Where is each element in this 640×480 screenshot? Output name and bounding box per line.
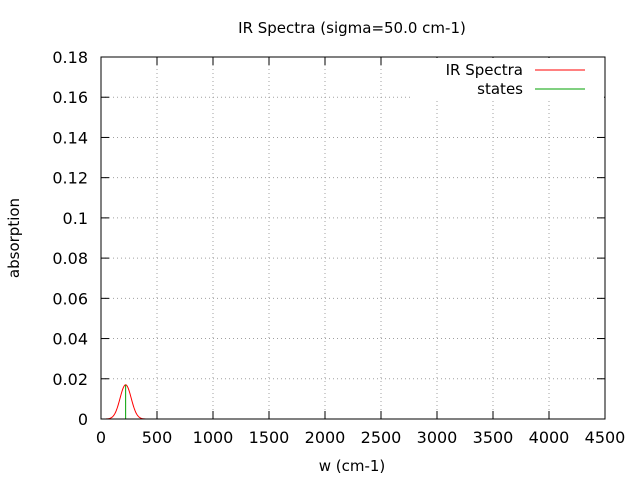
y-tick-label: 0.04: [52, 330, 88, 349]
x-tick-label: 3000: [417, 428, 458, 447]
axis-ticks: 0 500 1000 1500 2000 2500 3000 3500 4000 4500 0 0.0…: [52, 48, 625, 447]
y-tick-label: 0.16: [52, 88, 88, 107]
y-tick-label: 0: [78, 410, 88, 429]
legend-label-ir-spectra: IR Spectra: [446, 61, 523, 79]
y-tick-label: 0.06: [52, 289, 88, 308]
x-tick-label: 4500: [585, 428, 626, 447]
chart-title: IR Spectra (sigma=50.0 cm-1): [238, 19, 466, 37]
y-tick-label: 0.02: [52, 370, 88, 389]
y-tick-label: 0.12: [52, 169, 88, 188]
x-tick-label: 3500: [473, 428, 514, 447]
x-tick-label: 500: [142, 428, 173, 447]
x-tick-label: 1000: [193, 428, 234, 447]
plot-border: [100, 56, 606, 420]
x-tick-label: 4000: [529, 428, 570, 447]
y-tick-label: 0.18: [52, 48, 88, 67]
x-tick-label: 1500: [249, 428, 290, 447]
legend-label-states: states: [477, 80, 523, 98]
x-tick-label: 2500: [361, 428, 402, 447]
x-tick-label: 2000: [305, 428, 346, 447]
x-tick-label: 0: [96, 428, 106, 447]
y-tick-label: 0.1: [63, 209, 88, 228]
grid-lines: [101, 57, 605, 419]
ir-spectra-line: [101, 384, 605, 420]
legend-background: [412, 58, 604, 100]
plot-area: [101, 384, 605, 420]
y-tick-label: 0.14: [52, 128, 88, 147]
x-axis-title: w (cm-1): [319, 457, 386, 475]
legend: IR Spectra states: [412, 58, 604, 100]
y-tick-label: 0.08: [52, 249, 88, 268]
y-axis-title: absorption: [5, 198, 23, 278]
